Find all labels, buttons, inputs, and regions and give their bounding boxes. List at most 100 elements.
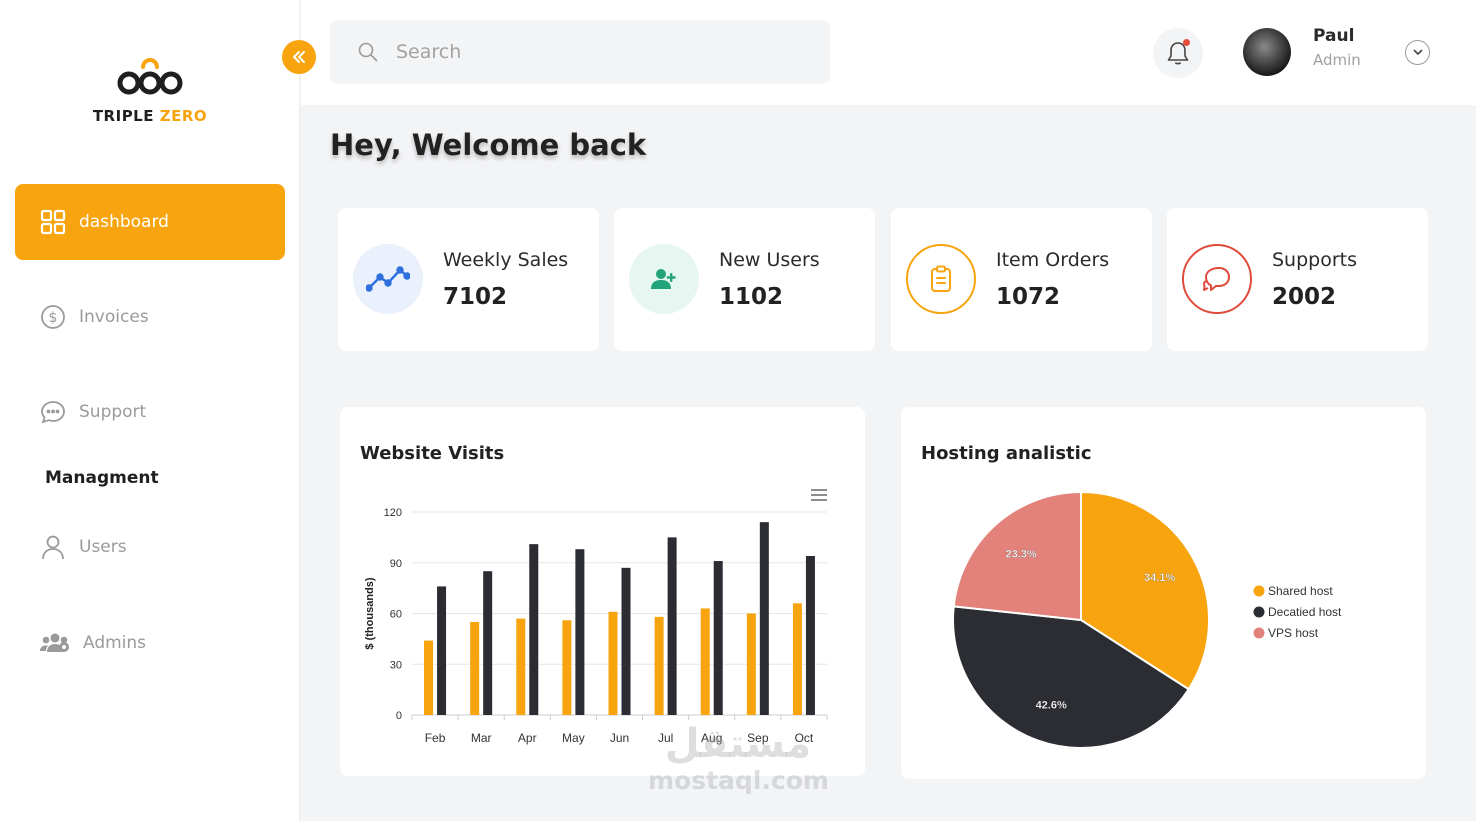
sidebar-item-label: Users (79, 537, 127, 557)
legend-marker (1253, 585, 1265, 597)
clipboard-icon (931, 265, 951, 292)
stat-card-weekly-sales[interactable]: Weekly Sales 7102 (338, 208, 599, 351)
stat-card-item-orders[interactable]: Item Orders 1072 (891, 208, 1152, 351)
bar (529, 544, 539, 715)
double-chevron-left-icon (293, 51, 305, 63)
y-tick-label: 30 (390, 659, 402, 671)
top-bar: Paul Admin (301, 0, 1476, 105)
stat-label: New Users (719, 249, 820, 271)
bar (621, 567, 631, 715)
bar (713, 561, 723, 715)
sidebar-item-label: Support (79, 402, 147, 422)
bar (792, 603, 802, 715)
page-title: Hey, Welcome back (330, 128, 647, 162)
svg-text:$: $ (49, 310, 58, 326)
pie-slice (952, 605, 1191, 749)
stat-value: 1102 (719, 284, 784, 310)
legend-label: VPS host (1268, 626, 1319, 640)
legend-marker (1253, 627, 1265, 639)
dollar-circle-icon: $ (41, 305, 65, 329)
sidebar-item-users[interactable]: Users (15, 509, 285, 585)
bar (608, 611, 618, 715)
website-visits-card: Website Visits 0 30 60 90 120 $ (thousands) Fe… (340, 407, 865, 776)
stat-card-new-users[interactable]: New Users 1102 (614, 208, 875, 351)
stat-label: Supports (1272, 249, 1358, 271)
stat-value: 7102 (443, 284, 508, 310)
collapse-sidebar-button[interactable] (282, 40, 316, 74)
x-tick-label: Jun (610, 731, 629, 745)
notifications-button[interactable] (1153, 28, 1203, 78)
bar (575, 549, 585, 715)
notification-badge (1183, 39, 1190, 46)
y-tick-label: 60 (390, 609, 402, 621)
users-group-icon (40, 633, 69, 652)
chart-title: Hosting analistic (921, 443, 1092, 464)
bar (470, 621, 480, 715)
x-tick-label: May (562, 731, 585, 745)
bar (746, 613, 756, 715)
sidebar-item-admins[interactable]: Admins (15, 605, 285, 681)
brand-logo[interactable]: TRIPLE ZERO (80, 55, 220, 125)
chat-icon (1203, 267, 1230, 291)
sidebar-item-invoices[interactable]: $ Invoices (15, 279, 285, 355)
pie-data-label: 42.6% (1036, 699, 1067, 711)
y-tick-label: 120 (384, 507, 402, 519)
x-tick-label: Feb (425, 731, 446, 745)
triple-zero-logo-icon (117, 58, 183, 95)
stat-icon-circle (1182, 244, 1252, 314)
y-axis-label: $ (thousands) (364, 577, 376, 649)
bell-icon (1167, 42, 1189, 65)
hosting-analytics-card: Hosting analistic 34.1% 42.6% 23.3% Shared … (901, 407, 1426, 779)
avatar[interactable] (1243, 28, 1291, 76)
sidebar-item-label: Admins (83, 633, 147, 653)
sidebar: TRIPLE ZERO dashboard $ Invoices Support… (0, 0, 300, 821)
sidebar-section-title: Managment (45, 468, 159, 488)
legend-label: Shared host (1268, 584, 1333, 598)
chart-title: Website Visits (360, 443, 505, 464)
stat-icon-circle (629, 244, 699, 314)
stat-value: 2002 (1272, 284, 1337, 310)
bar (667, 537, 677, 715)
search-icon (358, 42, 378, 62)
sidebar-item-dashboard[interactable]: dashboard (15, 184, 285, 260)
chevron-down-icon (1413, 49, 1422, 56)
x-tick-label: Apr (518, 731, 537, 745)
user-menu-dropdown[interactable] (1405, 40, 1430, 65)
x-tick-label: Sep (747, 731, 769, 745)
brand-name-part2: ZERO (159, 107, 208, 125)
x-tick-label: Mar (471, 731, 492, 745)
trend-line-icon (366, 266, 410, 292)
grid-icon (40, 209, 66, 235)
pie-data-label: 23.3% (1006, 548, 1037, 560)
sidebar-item-label: Invoices (79, 307, 149, 327)
chart-menu-icon[interactable] (810, 489, 828, 501)
sidebar-item-support[interactable]: Support (15, 374, 285, 450)
stat-card-supports[interactable]: Supports 2002 (1167, 208, 1428, 351)
y-tick-label: 90 (390, 558, 402, 570)
stat-label: Item Orders (996, 249, 1110, 271)
pie-slice (952, 490, 1082, 622)
x-tick-label: Jul (658, 731, 673, 745)
y-tick-label: 0 (396, 710, 402, 722)
bar (654, 616, 664, 715)
bar (805, 555, 815, 715)
stat-icon-circle (906, 244, 976, 314)
bar (562, 620, 572, 715)
bar (483, 571, 493, 715)
user-plus-icon (651, 269, 676, 289)
bar (437, 586, 447, 715)
search-box[interactable] (330, 20, 830, 84)
pie-data-label: 34.1% (1144, 572, 1175, 584)
sidebar-item-label: dashboard (79, 212, 169, 232)
stat-value: 1072 (996, 284, 1061, 310)
search-input[interactable] (396, 41, 796, 63)
bar (700, 608, 710, 715)
stat-label: Weekly Sales (443, 249, 569, 271)
user-role: Admin (1313, 51, 1361, 69)
pie-chart: 34.1% 42.6% 23.3% Shared host Decatied host V… (952, 490, 1342, 749)
bar (516, 618, 526, 715)
user-name: Paul (1313, 26, 1355, 46)
brand-name-part1: TRIPLE (92, 107, 160, 125)
bar-chart: 0 30 60 90 120 $ (thousands) Feb Mar Apr May Jun Ju… (364, 507, 828, 745)
bar (759, 522, 769, 715)
